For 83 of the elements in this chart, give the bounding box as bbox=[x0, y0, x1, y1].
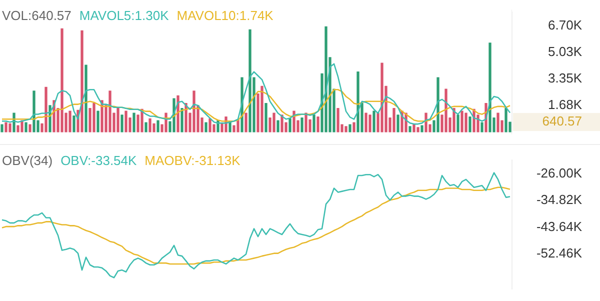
bar bbox=[336, 108, 340, 132]
text: OBV:-33.54K bbox=[60, 153, 138, 168]
bar bbox=[412, 124, 416, 132]
y-tick-label: 6.70K bbox=[548, 18, 582, 33]
bar bbox=[352, 122, 356, 132]
bar bbox=[304, 112, 308, 132]
bar bbox=[344, 126, 348, 132]
y-tick-label: 3.35K bbox=[548, 70, 582, 86]
chart-title: OBV(34) bbox=[2, 153, 53, 168]
bar bbox=[60, 28, 64, 132]
bar bbox=[324, 26, 328, 132]
bar bbox=[460, 110, 464, 132]
bar bbox=[92, 103, 96, 132]
bar bbox=[124, 110, 128, 132]
bar bbox=[420, 125, 424, 132]
chart-title: VOL:640.57 bbox=[2, 8, 72, 23]
bar bbox=[436, 77, 440, 132]
bar bbox=[96, 110, 100, 132]
bar bbox=[288, 118, 292, 132]
bar bbox=[264, 103, 268, 132]
bar bbox=[300, 117, 304, 132]
bar bbox=[276, 120, 280, 132]
y-tick-label: -34.82K bbox=[536, 192, 582, 208]
bar bbox=[244, 112, 248, 132]
bar bbox=[468, 116, 472, 132]
bar bbox=[108, 90, 112, 132]
bar bbox=[80, 30, 84, 132]
bar bbox=[452, 108, 456, 132]
y-tick-label: 5.03K bbox=[548, 44, 582, 60]
bar bbox=[0, 124, 4, 132]
bar bbox=[84, 64, 88, 132]
bar bbox=[16, 125, 20, 132]
bar bbox=[132, 112, 136, 132]
y-tick-label: -26.00K bbox=[536, 165, 582, 180]
bar bbox=[488, 42, 492, 132]
bar bbox=[380, 62, 384, 132]
bar bbox=[192, 90, 196, 132]
bar bbox=[272, 112, 276, 132]
bar bbox=[348, 124, 352, 132]
bar bbox=[4, 122, 8, 132]
y-tick-label: -52.46K bbox=[536, 246, 582, 261]
bar bbox=[456, 114, 460, 132]
bar bbox=[280, 114, 284, 132]
bar bbox=[44, 86, 48, 132]
bar bbox=[248, 29, 252, 132]
bar bbox=[396, 114, 400, 132]
bar bbox=[312, 114, 316, 132]
bar bbox=[504, 108, 508, 132]
bar bbox=[416, 127, 420, 132]
text: 640.57 bbox=[542, 114, 582, 129]
bar bbox=[72, 116, 76, 132]
bar bbox=[408, 126, 412, 132]
bar bbox=[32, 90, 36, 132]
bar bbox=[368, 114, 372, 132]
bar bbox=[392, 108, 396, 132]
bar bbox=[68, 110, 72, 132]
bar bbox=[260, 86, 264, 132]
bar bbox=[116, 108, 120, 132]
bar bbox=[156, 120, 160, 132]
bar bbox=[364, 112, 368, 132]
y-tick-label: 1.68K bbox=[548, 97, 582, 112]
bar bbox=[144, 122, 148, 132]
text: MAOBV:-31.13K bbox=[144, 153, 241, 168]
bar bbox=[464, 112, 468, 132]
bar bbox=[208, 118, 212, 132]
y-tick-label: -43.64K bbox=[536, 218, 582, 234]
bar bbox=[8, 123, 12, 132]
bar bbox=[236, 119, 240, 132]
bar bbox=[28, 124, 32, 132]
bar bbox=[180, 108, 184, 132]
bar bbox=[444, 88, 448, 132]
bar bbox=[120, 114, 124, 132]
text: MAVOL10:1.74K bbox=[176, 8, 274, 23]
bar bbox=[316, 116, 320, 132]
bar bbox=[24, 122, 28, 132]
bar bbox=[148, 118, 152, 132]
bar bbox=[372, 110, 376, 132]
bar bbox=[480, 122, 484, 132]
bar bbox=[356, 72, 360, 132]
bar bbox=[204, 122, 208, 132]
bar bbox=[140, 108, 144, 132]
bar bbox=[496, 112, 500, 132]
text: MAVOL5:1.30K bbox=[79, 8, 170, 23]
